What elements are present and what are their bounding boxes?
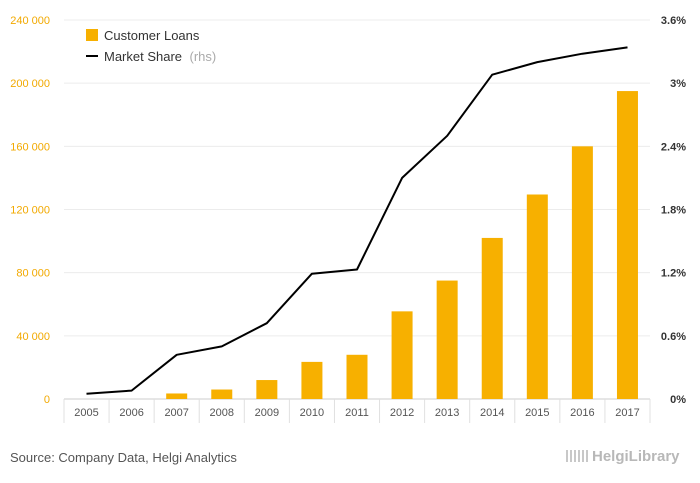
y-right-tick-label: 0% bbox=[670, 394, 686, 406]
bar-customer-loans bbox=[571, 146, 593, 399]
bar-customer-loans bbox=[526, 194, 548, 399]
x-tick-label: 2014 bbox=[480, 407, 504, 419]
y-right-tick-label: 1.8% bbox=[661, 205, 686, 217]
x-tick-label: 2008 bbox=[210, 407, 234, 419]
legend-label-market-share: Market Share (rhs) bbox=[104, 48, 216, 65]
x-tick-label: 2012 bbox=[390, 407, 414, 419]
y-axis-right: 0% 0.6% 1.2% 1.8% 2.4% 3% 3.6% bbox=[661, 15, 686, 406]
x-tick-label: 2013 bbox=[435, 407, 459, 419]
y-left-tick-label: 240 000 bbox=[10, 15, 50, 27]
x-tick-label: 2009 bbox=[255, 407, 279, 419]
legend-swatch-customer-loans bbox=[86, 29, 98, 41]
bar-customer-loans bbox=[436, 280, 458, 399]
y-left-tick-label: 120 000 bbox=[10, 205, 50, 217]
bar-customer-loans bbox=[391, 311, 413, 399]
x-tick-label: 2015 bbox=[525, 407, 549, 419]
x-tick-label: 2016 bbox=[570, 407, 594, 419]
bar-customer-loans bbox=[301, 361, 323, 399]
library-icon bbox=[566, 450, 588, 462]
bar-series bbox=[166, 91, 638, 399]
legend: Customer Loans Market Share (rhs) bbox=[86, 28, 216, 65]
y-right-tick-label: 3% bbox=[670, 78, 686, 90]
y-axis-left: 0 40 000 80 000 120 000 160 000 200 000 240 00… bbox=[10, 15, 50, 406]
bar-customer-loans bbox=[166, 393, 188, 399]
x-axis: 2005 2006 2007 2008 2009 2010 2011 2012 2013 2014… bbox=[63, 399, 651, 423]
x-tick-label: 2010 bbox=[300, 407, 324, 419]
bar-customer-loans bbox=[346, 354, 368, 399]
line-series bbox=[86, 46, 628, 395]
x-tick-label: 2017 bbox=[615, 407, 639, 419]
x-tick-label: 2011 bbox=[345, 407, 369, 419]
x-tick-label: 2005 bbox=[74, 407, 98, 419]
legend-label-customer-loans: Customer Loans bbox=[104, 28, 200, 43]
source-note: Source: Company Data, Helgi Analytics bbox=[10, 450, 237, 465]
y-left-tick-label: 40 000 bbox=[16, 331, 50, 343]
x-tick-label: 2006 bbox=[119, 407, 143, 419]
bar-customer-loans bbox=[481, 237, 503, 399]
y-right-tick-label: 3.6% bbox=[661, 15, 686, 27]
y-right-tick-label: 1.2% bbox=[661, 268, 686, 280]
bar-customer-loans bbox=[616, 91, 638, 399]
y-left-tick-label: 80 000 bbox=[16, 268, 50, 280]
brand-logo: HelgiLibrary bbox=[566, 448, 680, 465]
bar-customer-loans bbox=[256, 380, 278, 399]
y-left-tick-label: 0 bbox=[44, 394, 50, 406]
line-market-share bbox=[86, 46, 628, 395]
y-right-tick-label: 2.4% bbox=[661, 141, 686, 153]
x-tick-label: 2007 bbox=[164, 407, 188, 419]
y-left-tick-label: 200 000 bbox=[10, 78, 50, 90]
brand-name: HelgiLibrary bbox=[592, 448, 680, 465]
bar-customer-loans bbox=[211, 389, 233, 399]
y-right-tick-label: 0.6% bbox=[661, 331, 686, 343]
y-left-tick-label: 160 000 bbox=[10, 141, 50, 153]
gridlines bbox=[64, 19, 650, 400]
